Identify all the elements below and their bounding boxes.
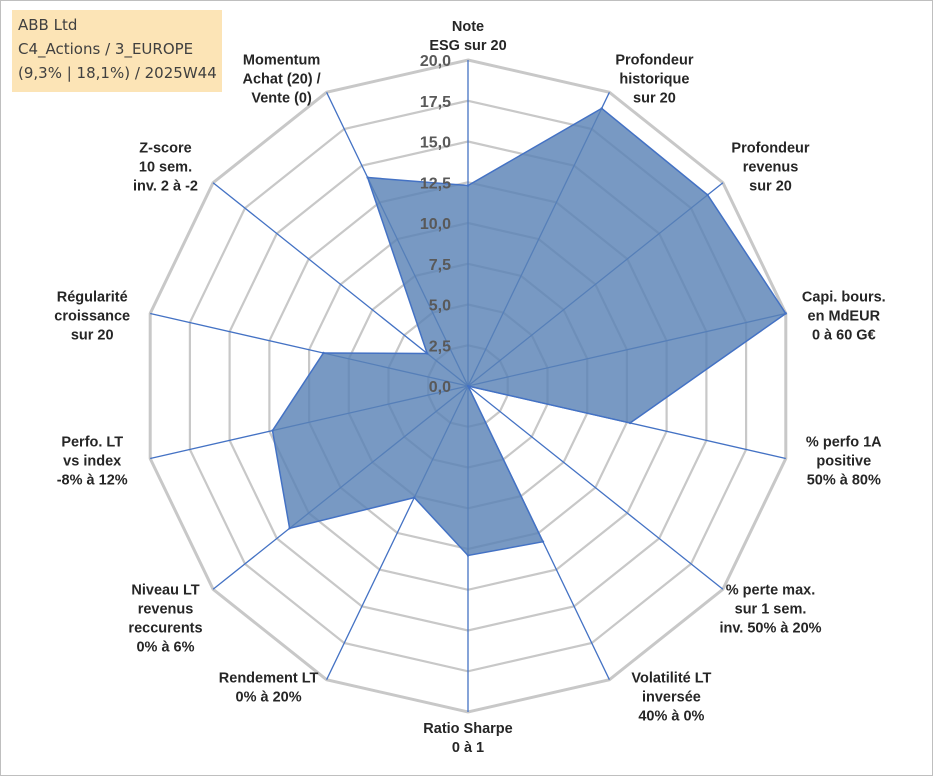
- data-point: [366, 176, 369, 179]
- axis-label-line: revenus: [138, 601, 194, 617]
- tick-label: 0,0: [429, 379, 451, 396]
- axis-label-line: sur 1 sem.: [735, 601, 807, 617]
- axis-label-line: sur 20: [71, 328, 114, 344]
- axis-label-line: 0 à 1: [452, 740, 484, 756]
- data-point: [271, 429, 274, 432]
- tick-label: 12,5: [420, 175, 451, 192]
- axis-label-line: Z-score: [139, 141, 191, 157]
- data-point: [426, 352, 429, 355]
- axis-label-line: 0% à 20%: [236, 690, 302, 706]
- tick-label: 7,5: [429, 257, 451, 274]
- axis-label-line: Vente (0): [251, 90, 312, 106]
- data-point: [600, 107, 603, 110]
- axis-label-line: -8% à 12%: [57, 473, 128, 489]
- axis-label-line: Capi. bours.: [802, 290, 886, 306]
- axis-label-line: sur 20: [633, 90, 676, 106]
- axis-label-line: 0% à 6%: [136, 639, 194, 655]
- axis-label-line: inversée: [642, 690, 701, 706]
- axis-spoke-6: [467, 385, 724, 590]
- axis-label-line: 10 sem.: [139, 160, 192, 176]
- radial-tick-labels: 0,0 2,5 5,0 7,5 10,0 12,5 15,0 17,5 20,0: [420, 53, 451, 396]
- data-point: [784, 312, 787, 315]
- axis-labels: Note ESG sur 20 Profondeur historique sur 20…: [54, 19, 885, 756]
- axis-label-line: en MdEUR: [808, 309, 881, 325]
- tick-label: 10,0: [420, 216, 451, 233]
- data-point: [706, 193, 709, 197]
- axis-label-line: % perte max.: [726, 582, 815, 598]
- tick-label: 20,0: [420, 53, 451, 70]
- axis-label-line: croissance: [54, 309, 130, 325]
- data-point: [466, 384, 470, 388]
- tick-label: 2,5: [429, 338, 451, 355]
- data-point: [288, 527, 291, 530]
- axis-label-line: Régularité: [57, 290, 128, 306]
- axis-label-line: Note: [452, 19, 484, 35]
- data-point: [466, 184, 470, 187]
- tick-label: 17,5: [420, 94, 451, 111]
- axis-label-line: Niveau LT: [131, 582, 199, 598]
- security-category: C4_Actions / 3_EUROPE: [18, 40, 194, 58]
- axis-label-line: Perfo. LT: [61, 435, 123, 451]
- axis-label-line: revenus: [743, 160, 799, 176]
- axis-label-line: 50% à 80%: [807, 473, 881, 489]
- data-point: [466, 554, 470, 557]
- axis-label-line: Volatilité LT: [631, 671, 711, 687]
- axis-label-line: % perfo 1A: [806, 435, 882, 451]
- axis-label-line: Profondeur: [615, 52, 693, 68]
- axis-label-line: reccurents: [128, 620, 202, 636]
- axis-label-line: sur 20: [749, 179, 792, 195]
- security-stats: (9,3% | 18,1%) / 2025W44: [18, 64, 217, 82]
- axis-label-line: 40% à 0%: [638, 709, 704, 725]
- security-name: ABB Ltd: [18, 16, 78, 34]
- radar-series: [271, 107, 787, 557]
- axis-label-line: Momentum: [243, 52, 320, 68]
- axis-spoke-13: [212, 182, 469, 387]
- axis-label-line: ESG sur 20: [429, 38, 506, 54]
- axis-label-line: Ratio Sharpe: [423, 721, 512, 737]
- axis-label-line: Achat (20) /: [243, 71, 321, 87]
- axis-label-line: Rendement LT: [219, 671, 319, 687]
- security-info-box: ABB Ltd C4_Actions / 3_EUROPE (9,3% | 18…: [12, 10, 222, 92]
- axis-label-line: historique: [619, 71, 689, 87]
- tick-label: 5,0: [429, 298, 451, 315]
- axis-label-line: vs index: [63, 454, 121, 470]
- axis-label-line: 0 à 60 G€: [812, 328, 876, 344]
- axis-label-line: Profondeur: [731, 141, 809, 157]
- data-point: [322, 351, 325, 355]
- data-point: [413, 496, 416, 499]
- axis-label-line: positive: [816, 454, 871, 470]
- data-point: [628, 421, 632, 425]
- axis-label-line: inv. 50% à 20%: [719, 620, 821, 636]
- tick-label: 15,0: [420, 135, 451, 152]
- data-point: [541, 540, 545, 543]
- axis-label-line: inv. 2 à -2: [133, 179, 198, 195]
